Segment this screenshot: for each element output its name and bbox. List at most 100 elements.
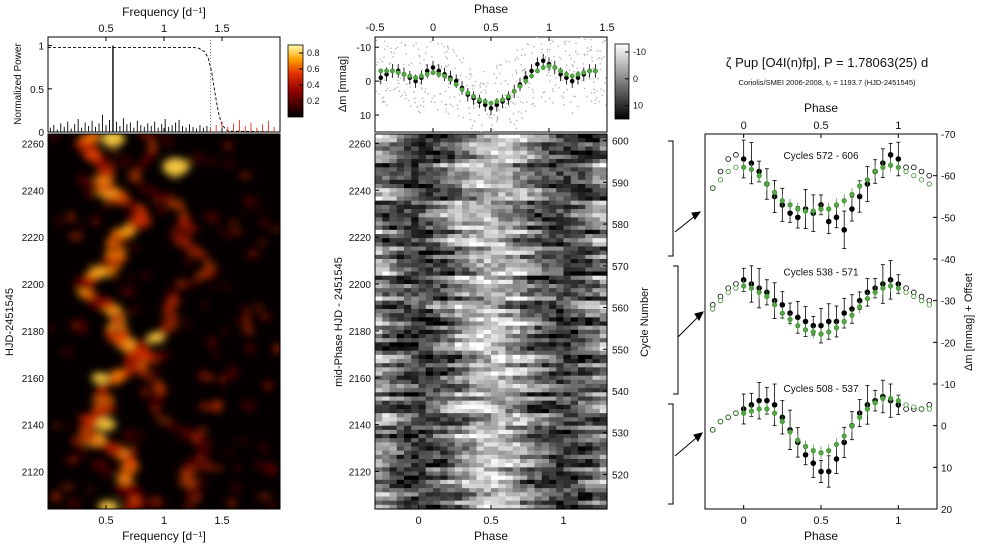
phase-time-cell — [433, 421, 441, 427]
power-noise-blob — [140, 386, 151, 398]
power-noise-blob — [201, 301, 209, 309]
phase-time-cell — [599, 175, 608, 181]
phase-time-cell — [541, 471, 550, 477]
phase-time-cell — [469, 146, 478, 152]
phase-time-cell — [418, 159, 427, 164]
phase-time-cell — [433, 275, 441, 281]
power-noise-blob — [129, 208, 145, 215]
phase-time-cell — [447, 242, 456, 248]
phase-time-cell — [491, 475, 499, 481]
power-noise-blob — [123, 355, 132, 368]
phase-time-cell — [389, 250, 398, 256]
phase-time-cell — [447, 159, 456, 164]
phase-time-cell — [411, 284, 420, 289]
phase-time-cell — [454, 179, 463, 185]
phase-time-cell — [520, 204, 528, 210]
phase-time-cell — [505, 217, 514, 223]
phase-time-cell — [570, 363, 579, 368]
phase-time-cell — [418, 400, 427, 406]
phase-time-cell — [599, 488, 608, 493]
phase-time-cell — [411, 342, 420, 348]
phase-time-cell — [462, 325, 470, 331]
phase-time-cell — [454, 150, 463, 156]
phase-time-cell — [425, 484, 434, 489]
raw-photometry-point — [535, 37, 538, 38]
phase-time-cell — [396, 359, 405, 364]
phase-time-cell — [491, 359, 499, 364]
phase-time-cell — [585, 188, 594, 193]
model-point — [436, 71, 442, 77]
phase-time-cell — [476, 417, 485, 423]
phase-time-cell — [512, 417, 521, 423]
phase-time-cell — [534, 446, 543, 452]
phase-time-cell — [404, 492, 412, 498]
phase-time-cell — [512, 242, 521, 248]
phase-time-cell — [389, 300, 398, 306]
phase-time-cell — [375, 421, 383, 427]
phase-time-cell — [578, 150, 586, 156]
phase-time-cell — [447, 329, 456, 335]
phase-time-cell — [520, 313, 528, 318]
power-noise-blob — [86, 299, 99, 307]
phase-time-cell — [520, 334, 528, 339]
phase-time-cell — [476, 167, 485, 173]
phase-time-y-tick-label: 2240 — [349, 186, 372, 197]
phase-time-cell — [512, 421, 521, 427]
phase-time-cell — [418, 325, 427, 331]
phase-time-cell — [425, 184, 434, 189]
raw-photometry-point — [430, 41, 432, 43]
phase-time-cell — [491, 238, 499, 243]
power-noise-blob — [100, 203, 109, 211]
cycle-model-point — [725, 289, 731, 295]
phase-time-cell — [491, 479, 499, 485]
phase-time-cell — [505, 338, 514, 343]
phase-time-cell — [382, 284, 391, 289]
phase-time-cell — [570, 242, 579, 248]
phase-time-cell — [563, 417, 572, 423]
phase-time-cell — [585, 171, 594, 177]
phase-time-cell — [556, 263, 565, 268]
model-point — [430, 70, 436, 76]
phase-time-cell — [382, 329, 391, 335]
power-noise-blob — [263, 463, 279, 476]
phase-time-cell — [599, 359, 608, 364]
power-noise-blob — [65, 455, 80, 465]
cycle-model-point — [903, 168, 909, 175]
raw-photometry-point — [603, 89, 605, 92]
phase-time-cell — [498, 163, 507, 168]
phase-time-cell — [534, 484, 543, 489]
phase-time-cell — [411, 388, 420, 393]
phase-time-cell — [418, 250, 427, 256]
phase-time-cell — [541, 234, 550, 239]
phase-time-cell — [440, 413, 449, 418]
phase-time-cell — [389, 209, 398, 214]
phase-time-cell — [585, 492, 594, 498]
phase-time-cell — [563, 204, 572, 210]
phase-time-cell — [498, 492, 507, 498]
phase-time-cell — [476, 413, 485, 418]
power-noise-blob — [197, 370, 209, 382]
raw-photometry-point — [482, 82, 484, 85]
raw-photometry-point — [601, 94, 604, 97]
phase-time-cell — [411, 138, 420, 143]
phase-time-cell — [476, 279, 485, 285]
phase-time-cell — [556, 475, 565, 481]
phase-time-cell — [375, 350, 383, 356]
phase-time-cell — [440, 217, 449, 223]
phase-time-cell — [454, 467, 463, 473]
raw-photometry-point — [439, 93, 441, 95]
phase-time-cell — [556, 234, 565, 239]
phase-time-cell — [578, 438, 586, 443]
phase-time-cell — [454, 163, 463, 168]
phase-time-cell — [556, 392, 565, 398]
phase-time-cell — [578, 325, 586, 331]
phase-time-cell — [404, 238, 412, 243]
phase-time-cell — [411, 459, 420, 464]
phase-time-cell — [585, 346, 594, 352]
phase-time-cell — [541, 134, 550, 139]
phase-time-cell — [520, 250, 528, 256]
phase-time-cell — [505, 446, 514, 452]
phase-time-cell — [498, 242, 507, 248]
phase-time-cell — [396, 288, 405, 293]
